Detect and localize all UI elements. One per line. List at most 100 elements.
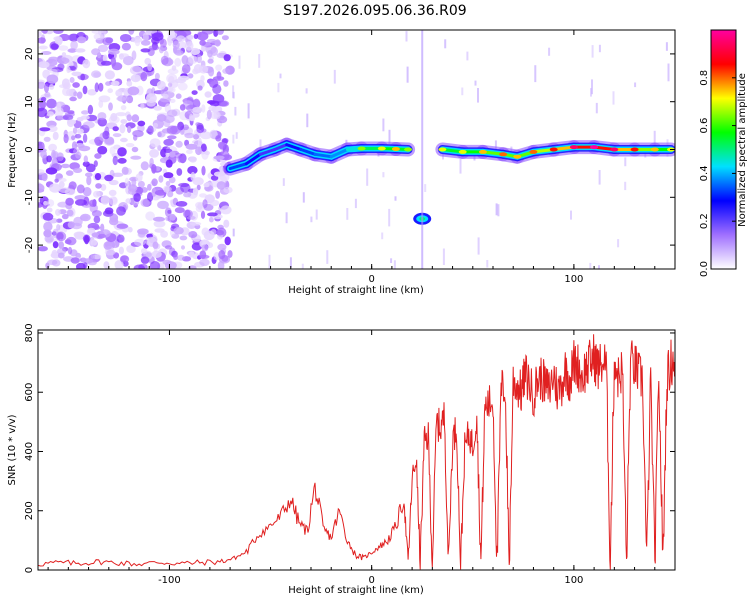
noise-blob [73,91,78,97]
noise-blob [154,72,160,80]
noise-blob [192,106,203,113]
noise-blob [98,100,104,108]
noise-blob [111,62,123,71]
noise-blob [82,133,88,143]
noise-blob [103,261,110,269]
noise-blob [82,121,95,129]
noise-blob [111,80,120,87]
spectrogram-streak [366,168,369,186]
noise-blob [196,184,201,191]
noise-blob [116,234,125,243]
noise-blob [158,45,164,54]
noise-blob [189,47,201,56]
noise-blob [200,46,206,52]
spectrogram-streak [258,54,261,68]
noise-blob [182,124,189,131]
noise-blob [104,174,114,182]
noise-blob [103,241,113,250]
noise-blob [57,247,67,255]
noise-blob [134,38,141,47]
noise-blob [163,138,174,146]
noise-blob [130,155,142,160]
noise-blob [130,74,141,83]
noise-blob [43,200,48,206]
y-tick-label: 600 [24,383,35,402]
noise-blob [133,134,138,141]
noise-blob [128,30,135,35]
noise-blob [153,105,162,111]
noise-blob [191,90,198,95]
ridge-segment [329,148,349,159]
noise-blob [223,219,230,228]
spectrogram-streak [285,212,288,224]
noise-blob [65,197,74,206]
noise-blob [165,159,173,168]
noise-blob [177,155,184,163]
noise-blob [157,200,169,210]
noise-blob [140,48,151,53]
noise-blob [102,54,108,63]
noise-blob [62,87,71,97]
noise-blob [80,115,90,120]
spectrogram-streak [388,129,391,145]
noise-blob [71,141,78,151]
spectrogram-streak [459,158,462,174]
noise-blob [56,218,63,223]
noise-blob [87,227,96,234]
noise-blob [220,205,232,215]
noise-blob [199,250,207,259]
noise-blob [97,145,108,155]
snr-line-layer [38,334,675,570]
noise-blob [71,135,76,141]
noise-blob [175,93,182,99]
noise-blob [117,157,127,164]
spectrogram-streak [624,157,627,167]
spectrogram-streak [424,184,427,192]
noise-blob [52,131,59,141]
x-tick-label: 0 [368,575,374,586]
noise-blob [46,199,55,207]
spectrogram-streak [598,170,601,185]
snr-frame [37,329,676,571]
noise-blob [128,184,138,192]
noise-blob [54,178,59,183]
noise-blob [197,137,202,148]
noise-blob [72,82,80,88]
noise-blob [108,179,119,186]
ridge-hotspot [458,149,467,154]
noise-blob [221,254,229,262]
colorbar-tick-label: 0.6 [699,118,710,134]
noise-blob [126,114,132,122]
noise-blob [164,245,173,250]
noise-blob [67,119,77,125]
spectrogram-streak [277,82,280,93]
spectrogram-streak [232,134,235,144]
noise-blob [197,85,203,91]
noise-blob [167,38,172,46]
noise-blob [75,199,87,206]
noise-blob [216,30,224,35]
noise-blob [44,83,49,93]
spectrogram-streak [282,178,285,186]
noise-blob [56,224,61,231]
spectrogram-streak [667,63,670,82]
spectrogram-streak [466,51,469,61]
spectrogram-streak [232,85,235,98]
noise-blob [58,241,65,249]
spectrogram-streak [591,79,593,95]
noise-blob [202,199,208,209]
spectrogram-streak [301,263,304,269]
noise-blob [120,34,132,42]
noise-blob [142,32,149,42]
noise-blob [87,104,94,115]
ridge-segment [273,143,289,151]
noise-blob [176,35,186,42]
noise-blob [174,30,184,35]
colorbar-tick-label: 0.2 [699,213,710,229]
noise-blob [76,91,83,99]
spectrogram-streak [486,260,489,268]
noise-blob [154,189,167,196]
noise-blob [178,182,190,188]
noise-blob [177,82,188,91]
noise-blob [66,209,74,217]
